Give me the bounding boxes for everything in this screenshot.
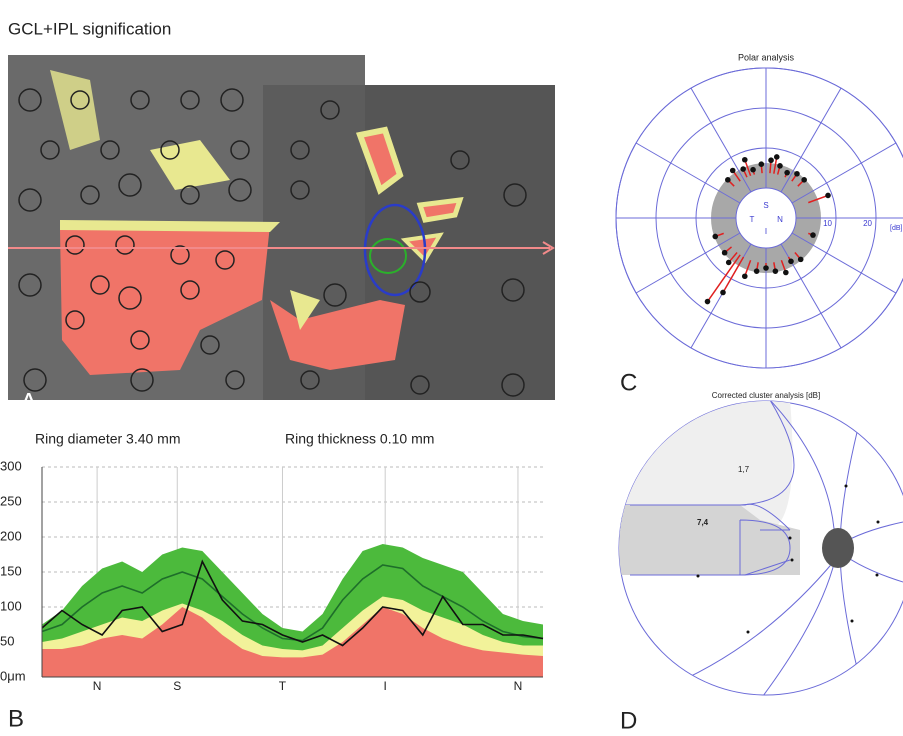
r-tick-label: 20 bbox=[863, 219, 872, 228]
center-label: T bbox=[750, 215, 755, 224]
data-point bbox=[773, 268, 779, 274]
center-label: I bbox=[765, 227, 767, 236]
data-point bbox=[726, 260, 732, 266]
y-tick-label: 100 bbox=[0, 598, 22, 613]
page: { "title": "GCL+IPL signification", "pan… bbox=[0, 0, 903, 736]
data-point bbox=[810, 232, 816, 238]
data-point bbox=[742, 273, 748, 279]
data-point bbox=[794, 171, 800, 177]
data-point bbox=[730, 168, 736, 174]
panel-label: C bbox=[620, 369, 637, 396]
cluster-value: 7,4 bbox=[697, 518, 709, 527]
y-tick-label: 50 bbox=[0, 633, 14, 648]
r-tick-label: 10 bbox=[823, 219, 832, 228]
data-point bbox=[768, 157, 774, 163]
inner-disc bbox=[736, 188, 796, 248]
x-tick-label: N bbox=[514, 679, 523, 693]
cluster-value: 1,7 bbox=[738, 465, 750, 474]
chart-title: Corrected cluster analysis [dB] bbox=[712, 391, 821, 400]
data-point bbox=[825, 193, 831, 199]
data-point bbox=[705, 299, 711, 305]
fundus-image bbox=[8, 55, 555, 400]
y-tick-label: 300 bbox=[0, 458, 22, 473]
x-tick-label: I bbox=[384, 679, 387, 693]
data-point bbox=[763, 265, 769, 271]
figure: GCL+IPL signification A Ring diameter 3.… bbox=[0, 0, 903, 736]
data-point bbox=[798, 257, 804, 263]
cluster-chart: Corrected cluster analysis [dB] 1,7 7,4 bbox=[619, 380, 903, 700]
data-point bbox=[750, 167, 756, 173]
data-point bbox=[712, 234, 718, 240]
y-tick-label: 150 bbox=[0, 563, 22, 578]
data-point bbox=[774, 154, 780, 160]
figure-title: GCL+IPL signification bbox=[8, 19, 171, 38]
data-point bbox=[758, 161, 764, 167]
data-point bbox=[788, 259, 794, 265]
x-tick-label: T bbox=[279, 679, 287, 693]
data-point bbox=[722, 250, 728, 256]
panel-label: B bbox=[8, 705, 24, 732]
data-point bbox=[742, 157, 748, 163]
data-point bbox=[801, 177, 807, 183]
x-tick-label: N bbox=[93, 679, 102, 693]
data-point bbox=[777, 163, 783, 169]
data-point bbox=[740, 166, 746, 172]
ring-diameter: Ring diameter 3.40 mm bbox=[35, 431, 181, 447]
data-point bbox=[754, 268, 760, 274]
y-tick-label: 0μm bbox=[0, 668, 26, 683]
panel-label: A bbox=[20, 387, 38, 417]
data-point bbox=[720, 290, 726, 296]
chart-title: Polar analysis bbox=[738, 52, 795, 62]
x-tick-label: S bbox=[173, 679, 181, 693]
r-unit: [dB] bbox=[890, 225, 903, 232]
data-point bbox=[784, 170, 790, 176]
data-point bbox=[783, 270, 789, 276]
data-point bbox=[725, 177, 731, 183]
ring-thickness: Ring thickness 0.10 mm bbox=[285, 431, 434, 447]
y-tick-label: 250 bbox=[0, 493, 22, 508]
y-tick-label: 200 bbox=[0, 528, 22, 543]
center-label: S bbox=[763, 201, 768, 210]
panel-label: D bbox=[620, 707, 637, 734]
center-label: N bbox=[777, 215, 783, 224]
thickness-chart: 0μm 50 100 150 200 250 300 N S T I N bbox=[0, 458, 543, 693]
